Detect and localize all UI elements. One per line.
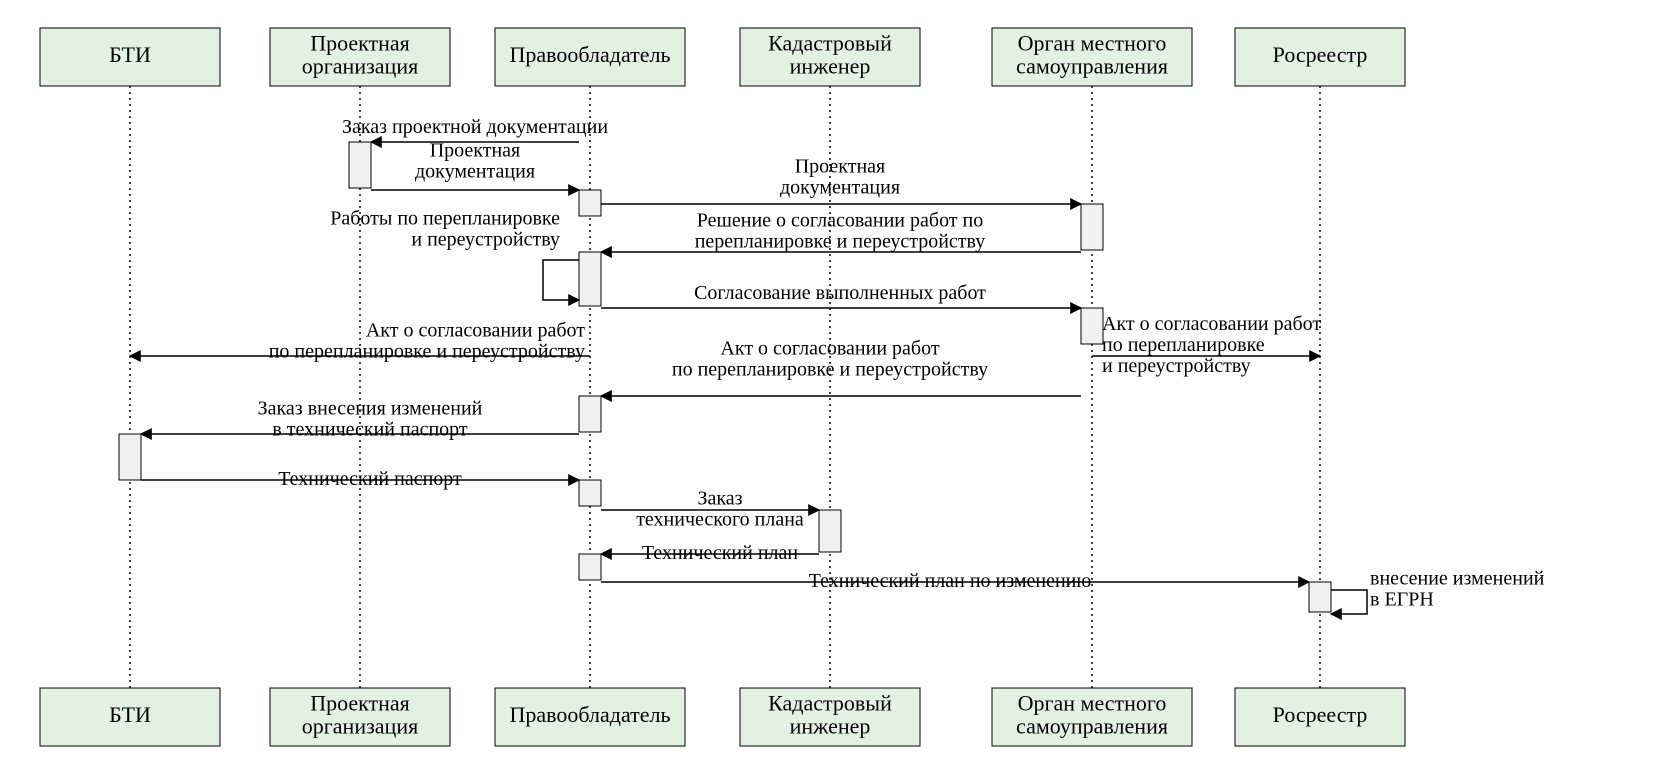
message-label-0: Заказ проектной документации xyxy=(342,116,608,138)
actor-label-proj: Проектнаяорганизация xyxy=(302,690,418,738)
message-label-6: Заказ внесения измененийв технический па… xyxy=(258,397,483,440)
self-message-label-1: внесение измененийв ЕГРН xyxy=(1370,567,1545,610)
activation-owner-7 xyxy=(579,480,601,506)
message-label-7: Технический паспорт xyxy=(278,468,462,490)
extra-label-1: Акт о согласовании работпо перепланировк… xyxy=(1102,313,1321,377)
message-label-3: Решение о согласовании работ попереплани… xyxy=(695,209,986,252)
actor-label-bti: БТИ xyxy=(109,42,151,67)
activation-ros-10 xyxy=(1309,582,1331,612)
sequence-diagram: БТИПроектнаяорганизацияПравообладательКа… xyxy=(0,0,1680,773)
extra-label-0: Акт о согласовании работпо перепланировк… xyxy=(269,319,586,362)
message-label-1: Проектнаядокументация xyxy=(415,139,535,182)
activation-owner-9 xyxy=(579,554,601,580)
message-label-5: Акт о согласовании работпо перепланировк… xyxy=(672,337,988,380)
actor-label-owner: Правообладатель xyxy=(509,42,670,67)
message-label-10: Технический план по изменению xyxy=(809,570,1092,592)
activation-owner-5 xyxy=(579,396,601,432)
activation-gov-2 xyxy=(1081,204,1103,250)
activation-bti-6 xyxy=(119,434,141,480)
self-message-1 xyxy=(1331,590,1367,614)
actor-label-ros: Росреестр xyxy=(1273,42,1368,67)
activation-proj-0 xyxy=(349,142,371,188)
activation-owner-1 xyxy=(579,190,601,216)
message-label-4: Согласование выполненных работ xyxy=(694,282,986,304)
actor-label-gov: Орган местногосамоуправления xyxy=(1016,30,1168,78)
activation-owner-3 xyxy=(579,252,601,306)
message-label-9: Технический план xyxy=(642,542,798,564)
actor-label-ros: Росреестр xyxy=(1273,702,1368,727)
actor-label-gov: Орган местногосамоуправления xyxy=(1016,690,1168,738)
self-message-0 xyxy=(543,260,579,300)
self-message-label-0: Работы по перепланировкеи переустройству xyxy=(330,207,560,250)
message-label-8: Заказтехнического плана xyxy=(636,487,804,530)
message-label-2: Проектнаядокументация xyxy=(780,155,900,198)
activation-gov-4 xyxy=(1081,308,1103,344)
actor-label-bti: БТИ xyxy=(109,702,151,727)
actor-label-owner: Правообладатель xyxy=(509,702,670,727)
activation-cad-8 xyxy=(819,510,841,552)
actor-label-proj: Проектнаяорганизация xyxy=(302,30,418,78)
